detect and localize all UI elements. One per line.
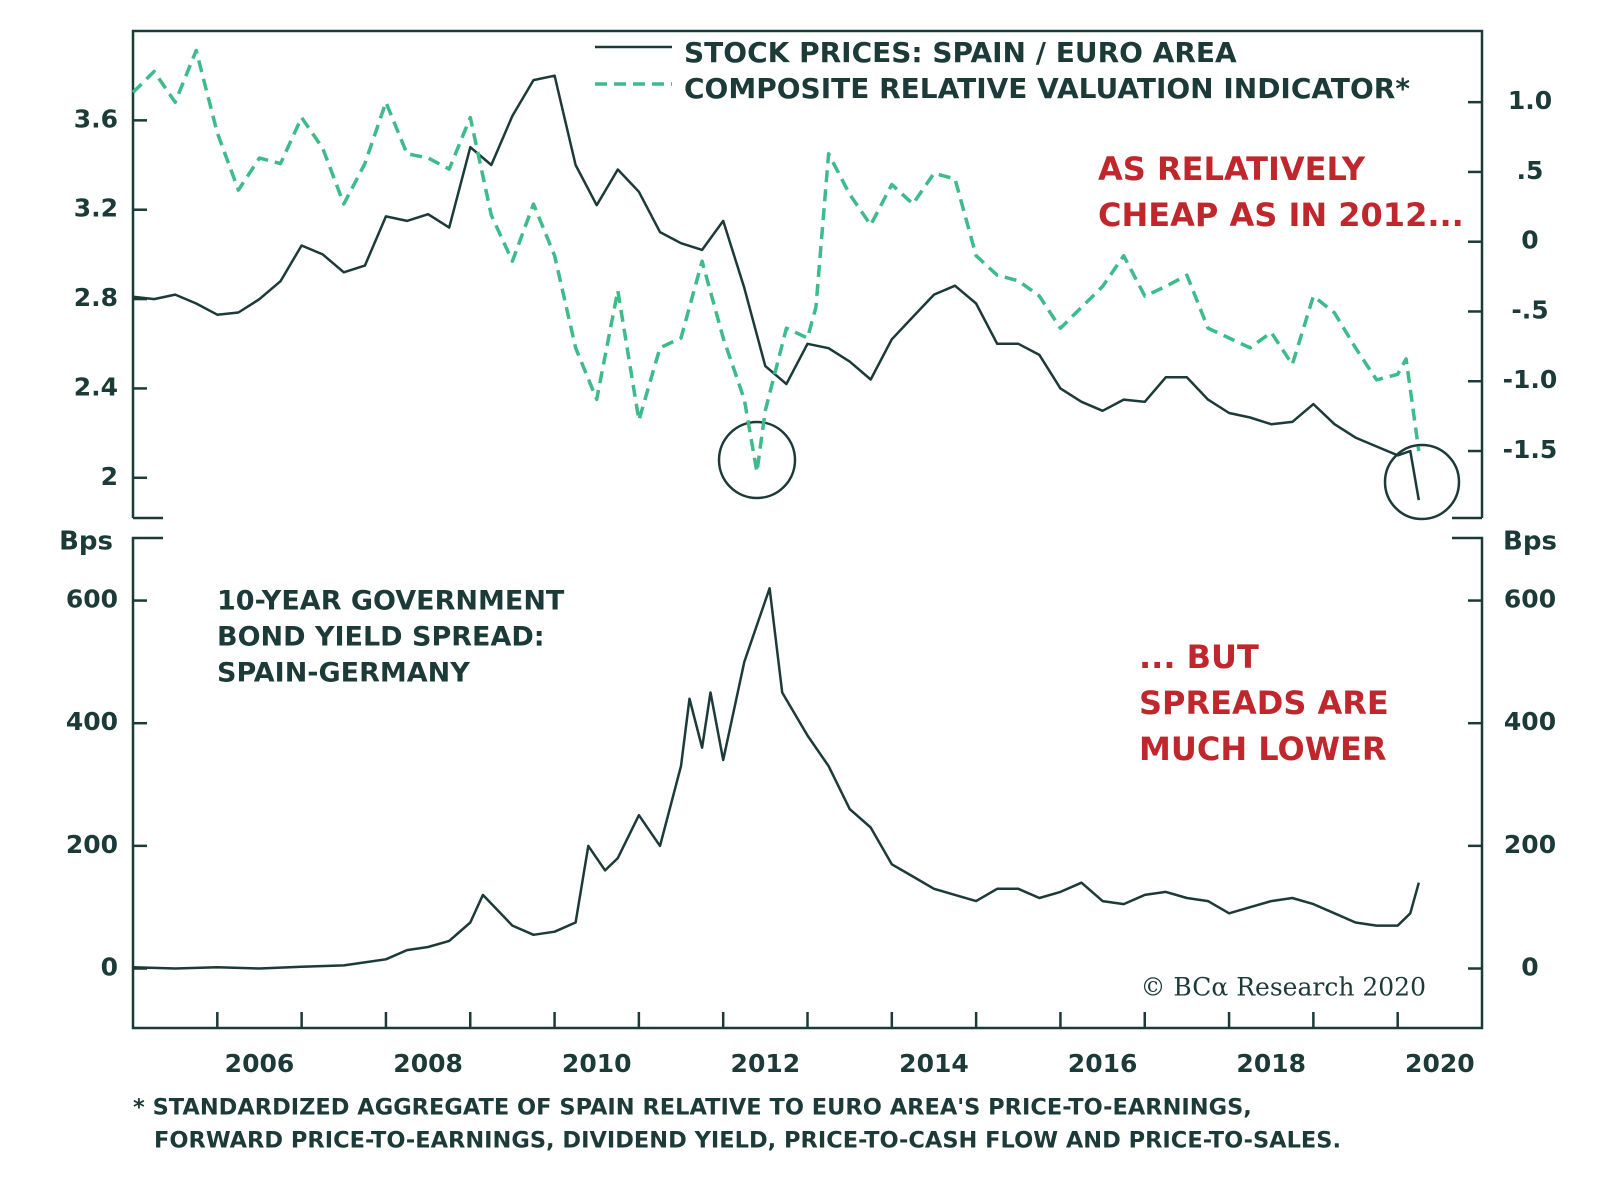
panel-title: SPAIN-GERMANY bbox=[217, 658, 470, 689]
y-tick-label: 2 bbox=[101, 462, 118, 491]
top-panel-frame bbox=[131, 29, 1484, 518]
annotation: MUCH LOWER bbox=[1139, 730, 1386, 768]
y2-tick-label: 600 bbox=[1504, 585, 1556, 614]
x-tick-label: 2014 bbox=[899, 1049, 969, 1078]
annotation: AS RELATIVELY bbox=[1098, 150, 1366, 188]
y2-tick-label: .5 bbox=[1517, 156, 1544, 185]
x-tick-label: 2010 bbox=[562, 1049, 632, 1078]
y-tick-label: 2.4 bbox=[74, 372, 118, 401]
legend-label: STOCK PRICES: SPAIN / EURO AREA bbox=[684, 36, 1237, 69]
annotation: SPREADS ARE bbox=[1139, 684, 1389, 722]
y-tick-label: 3.2 bbox=[74, 194, 118, 223]
x-tick-label: 2020 bbox=[1405, 1049, 1475, 1078]
y2-axis-label: Bps bbox=[1503, 527, 1557, 557]
x-tick-label: 2018 bbox=[1236, 1049, 1306, 1078]
footnote: * STANDARDIZED AGGREGATE OF SPAIN RELATI… bbox=[133, 1095, 1252, 1121]
x-tick-label: 2006 bbox=[225, 1049, 295, 1078]
y2-tick-label: 1.0 bbox=[1508, 86, 1552, 115]
source: © BCα Research 2020 bbox=[1140, 973, 1426, 1002]
y-tick-label: 2.8 bbox=[74, 283, 118, 312]
annotation: ... BUT bbox=[1139, 638, 1259, 676]
panel-title: 10-YEAR GOVERNMENT bbox=[217, 586, 565, 617]
data-line bbox=[132, 587, 1421, 970]
y-tick-label: 3.6 bbox=[74, 104, 118, 133]
y2-tick-label: 0 bbox=[1521, 953, 1538, 982]
data-line bbox=[132, 74, 1421, 501]
annotation: CHEAP AS IN 2012... bbox=[1098, 196, 1464, 234]
y2-tick-label: 400 bbox=[1504, 707, 1556, 736]
panel-title: BOND YIELD SPREAD: bbox=[217, 622, 545, 653]
y-tick-label: 0 bbox=[101, 953, 118, 982]
x-tick-label: 2012 bbox=[731, 1049, 801, 1078]
y2-tick-label: 200 bbox=[1504, 830, 1556, 859]
y2-tick-label: -1.0 bbox=[1503, 365, 1558, 394]
y2-tick-label: -.5 bbox=[1511, 295, 1548, 324]
footnote: FORWARD PRICE-TO-EARNINGS, DIVIDEND YIEL… bbox=[154, 1128, 1341, 1154]
x-tick-label: 2016 bbox=[1068, 1049, 1138, 1078]
highlight-circle bbox=[1383, 443, 1461, 521]
data-line bbox=[131, 48, 1421, 474]
y-axis-label: Bps bbox=[59, 527, 113, 557]
y-tick-label: 600 bbox=[66, 585, 118, 614]
legend-label: COMPOSITE RELATIVE VALUATION INDICATOR* bbox=[684, 72, 1410, 105]
y2-tick-label: 0 bbox=[1521, 226, 1538, 255]
highlight-circle bbox=[717, 420, 797, 500]
y-tick-label: 200 bbox=[66, 830, 118, 859]
y-tick-label: 400 bbox=[66, 707, 118, 736]
y2-tick-label: -1.5 bbox=[1503, 435, 1558, 464]
x-tick-label: 2008 bbox=[393, 1049, 463, 1078]
